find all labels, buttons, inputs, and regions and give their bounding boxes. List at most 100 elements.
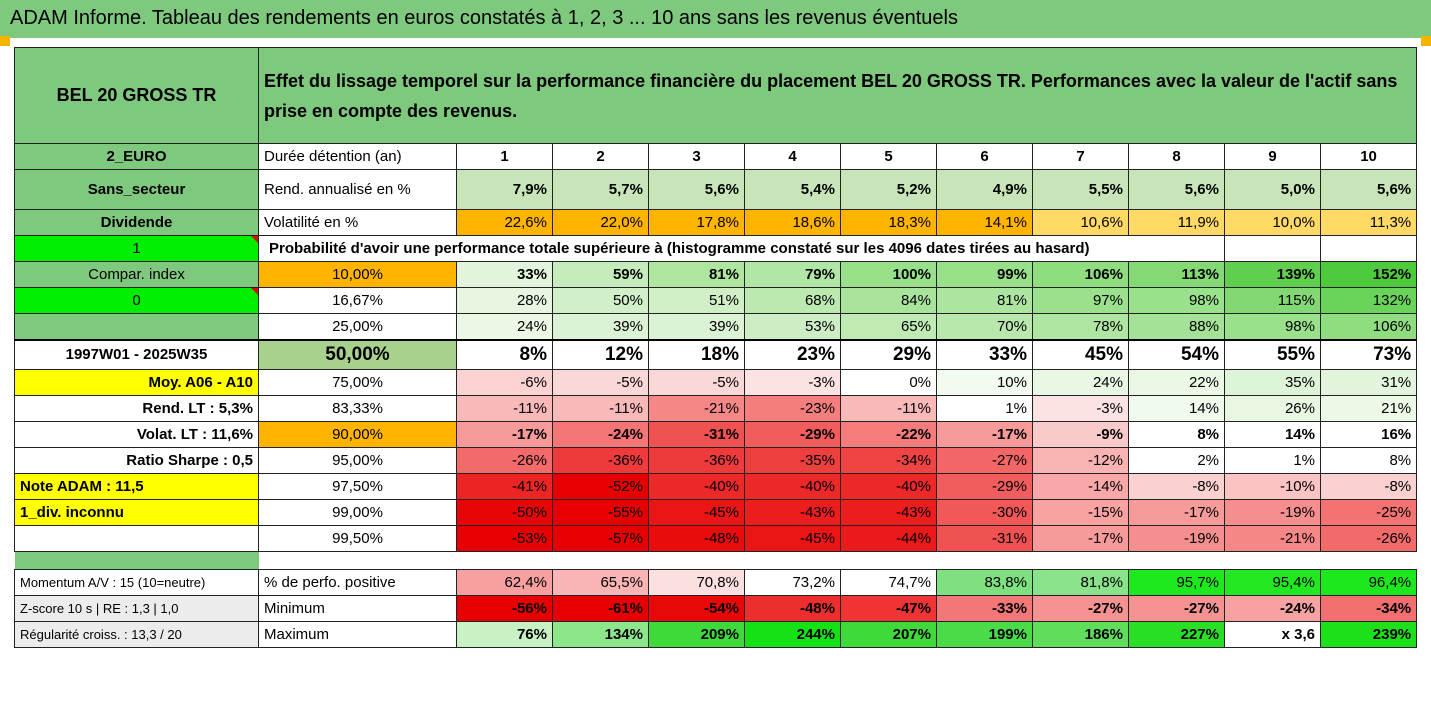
proba-label: Probabilité d'avoir une performance tota… <box>258 235 1225 262</box>
min-cell: -48% <box>744 595 841 622</box>
year-header: 8 <box>1128 143 1225 170</box>
percentile-value: -34% <box>840 447 937 474</box>
year-header: 5 <box>840 143 937 170</box>
percentile-value: 81% <box>936 287 1033 314</box>
percentile-value: 99% <box>936 261 1033 288</box>
max-cell: 209% <box>648 621 745 648</box>
percentile-value: 21% <box>1319 395 1418 422</box>
description-cell: Effet du lissage temporel sur la perform… <box>257 47 1418 144</box>
percentile-value: -40% <box>648 473 745 500</box>
percentile-value: -17% <box>1128 499 1225 526</box>
currency-cell: 2_EURO <box>14 143 259 170</box>
percentile-value: -24% <box>552 421 649 448</box>
percentile-label: 16,67% <box>258 287 457 314</box>
percentile-value: -12% <box>1032 447 1129 474</box>
percentile-value: 2% <box>1128 447 1225 474</box>
side-zero: 0 <box>14 287 259 314</box>
percentile-value: 14% <box>1128 395 1225 422</box>
percentile-value: -40% <box>840 473 937 500</box>
percentile-value: 84% <box>840 287 937 314</box>
spacer-cell <box>14 551 259 570</box>
side-compar: Compar. index <box>14 261 259 288</box>
percentile-value: -10% <box>1224 473 1321 500</box>
percentile-value: -8% <box>1319 473 1418 500</box>
percentile-label: 83,33% <box>258 395 457 422</box>
percentile-value: -21% <box>648 395 745 422</box>
side-empty <box>14 525 259 552</box>
percentile-value: 39% <box>552 313 649 340</box>
percentile-value: 0% <box>840 369 937 396</box>
year-header: 4 <box>744 143 841 170</box>
min-cell: -24% <box>1224 595 1321 622</box>
min-label: Minimum <box>258 595 457 622</box>
percentile-value: 16% <box>1319 421 1418 448</box>
rend-cell: 5,5% <box>1032 169 1129 210</box>
rend-cell: 5,2% <box>840 169 937 210</box>
max-cell: 207% <box>840 621 937 648</box>
percentile-value: 8% <box>1319 447 1418 474</box>
percentile-value: -11% <box>552 395 649 422</box>
pos-cell: 81,8% <box>1032 569 1129 596</box>
percentile-value: -5% <box>648 369 745 396</box>
percentile-value: -5% <box>552 369 649 396</box>
percentile-value: -19% <box>1224 499 1321 526</box>
side-empty <box>14 313 259 340</box>
percentile-value: 22% <box>1128 369 1225 396</box>
percentile-value: 24% <box>456 313 553 340</box>
percentile-value: -6% <box>456 369 553 396</box>
min-cell: -56% <box>456 595 553 622</box>
volat-cell: 11,3% <box>1319 209 1418 236</box>
rend-cell: 5,6% <box>648 169 745 210</box>
side-regularite: Régularité croiss. : 13,3 / 20 <box>14 621 259 648</box>
pos-cell: 96,4% <box>1319 569 1418 596</box>
volat-cell: 22,6% <box>456 209 553 236</box>
sector-cell: Sans_secteur <box>14 169 259 210</box>
rend-cell: 7,9% <box>456 169 553 210</box>
volat-cell: 17,8% <box>648 209 745 236</box>
percentile-value: -55% <box>552 499 649 526</box>
side-note: Note ADAM : 11,5 <box>14 473 259 500</box>
side-period: 1997W01 - 2025W35 <box>14 338 259 370</box>
percentile-value: -11% <box>456 395 553 422</box>
percentile-value: -21% <box>1224 525 1321 552</box>
percentile-value: 97% <box>1032 287 1129 314</box>
min-cell: -27% <box>1128 595 1225 622</box>
percentile-value: 8% <box>1128 421 1225 448</box>
percentile-value: -26% <box>1319 525 1418 552</box>
year-header: 3 <box>648 143 745 170</box>
volat-cell: 10,0% <box>1224 209 1321 236</box>
percentile-value: 68% <box>744 287 841 314</box>
max-cell: 186% <box>1032 621 1129 648</box>
pos-cell: 62,4% <box>456 569 553 596</box>
percentile-value: 55% <box>1224 338 1321 370</box>
percentile-value: 45% <box>1032 338 1129 370</box>
percentile-value: -43% <box>840 499 937 526</box>
percentile-value: 33% <box>456 261 553 288</box>
percentile-value: -35% <box>744 447 841 474</box>
percentile-value: 70% <box>936 313 1033 340</box>
percentile-value: -3% <box>744 369 841 396</box>
volat-cell: 18,6% <box>744 209 841 236</box>
percentile-value: 106% <box>1319 313 1418 340</box>
percentile-value: -44% <box>840 525 937 552</box>
corner-marker-right <box>1421 36 1431 46</box>
year-header: 10 <box>1319 143 1418 170</box>
percentile-value: 29% <box>840 338 937 370</box>
report-title: ADAM Informe. Tableau des rendements en … <box>10 7 958 29</box>
min-cell: -33% <box>936 595 1033 622</box>
percentile-value: -11% <box>840 395 937 422</box>
side-momentum: Momentum A/V : 15 (10=neutre) <box>14 569 259 596</box>
percentile-value: -29% <box>936 473 1033 500</box>
year-header: 2 <box>552 143 649 170</box>
min-cell: -27% <box>1032 595 1129 622</box>
percentile-value: -50% <box>456 499 553 526</box>
volat-label: Volatilité en % <box>258 209 457 236</box>
min-cell: -54% <box>648 595 745 622</box>
percentile-value: -17% <box>936 421 1033 448</box>
percentile-value: 79% <box>744 261 841 288</box>
percentile-label: 99,00% <box>258 499 457 526</box>
percentile-value: 35% <box>1224 369 1321 396</box>
percentile-value: 73% <box>1319 338 1418 370</box>
volat-cell: 18,3% <box>840 209 937 236</box>
year-header: 1 <box>456 143 553 170</box>
